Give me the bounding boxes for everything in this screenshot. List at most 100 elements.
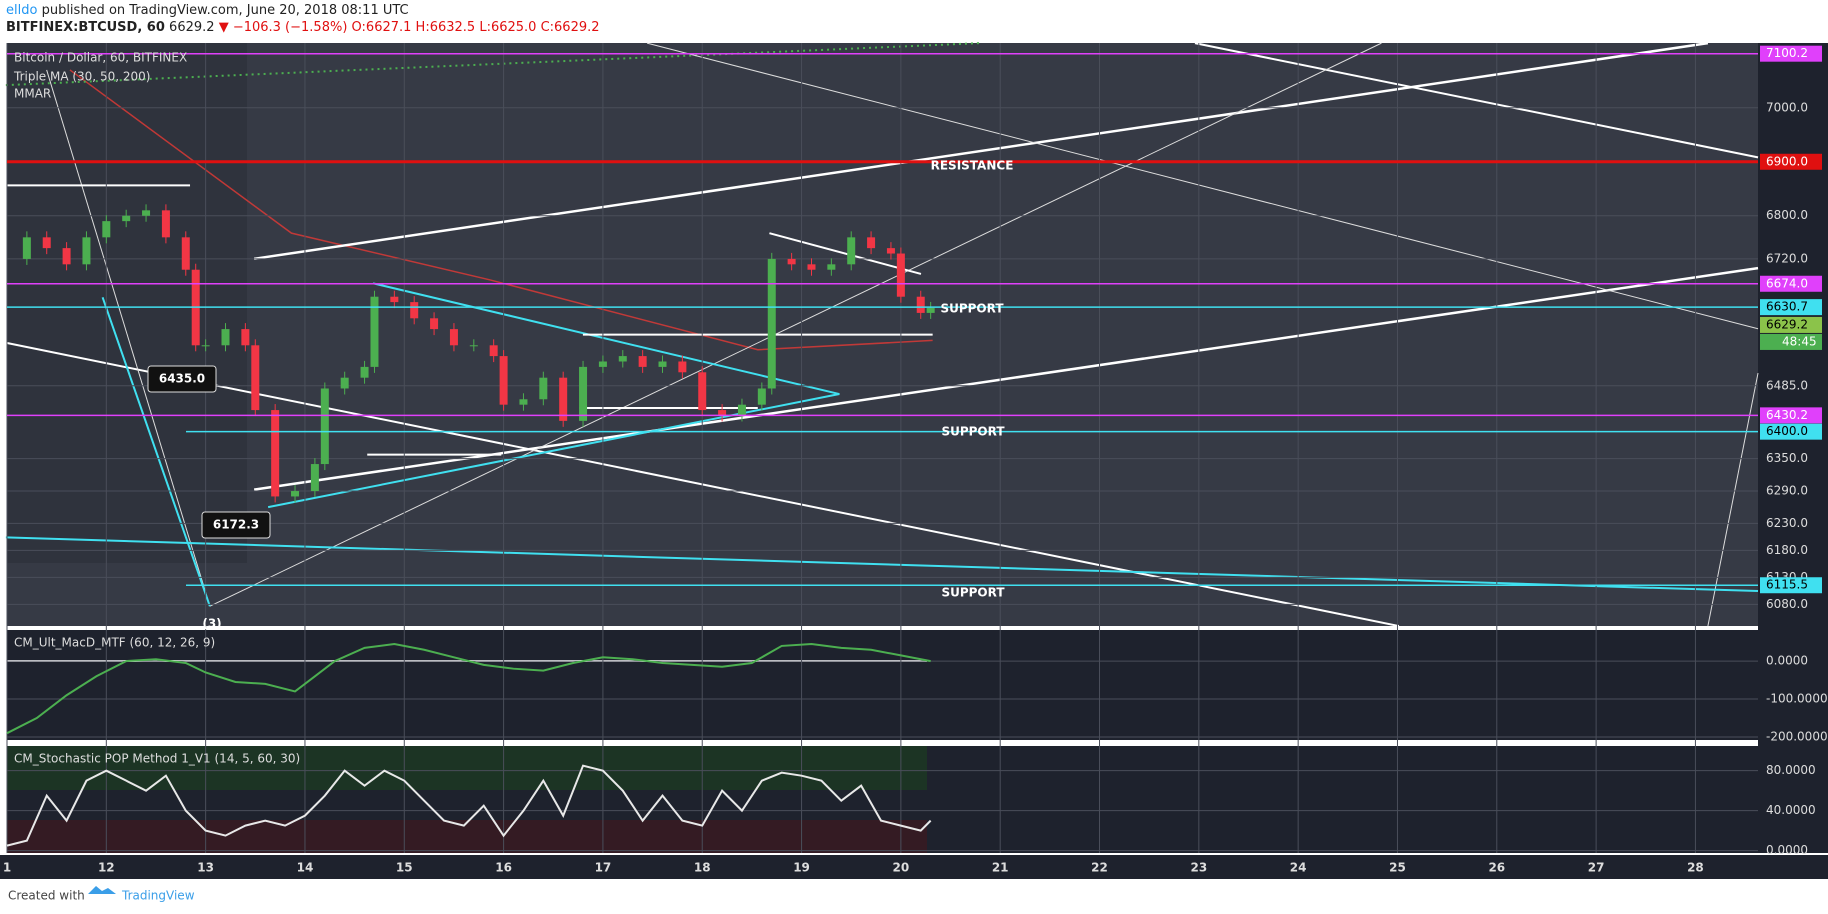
x-tick-label: 26	[1488, 861, 1505, 875]
last: 6629.2	[169, 20, 215, 35]
indicator-line	[6, 764, 932, 847]
symbol: BITFINEX:BTCUSD, 60	[6, 20, 165, 35]
level-label: 6115.5	[1766, 578, 1808, 592]
marks: 7000.0 6800.0 6720.0 6485.0 6350.0 6290.0 6230…	[3, 43, 1828, 875]
countdown-box	[1760, 333, 1822, 350]
header: elldo published on TradingView.com, June…	[6, 2, 600, 36]
stoch-low-zone	[7, 820, 927, 853]
level-label: 6630.7	[1766, 300, 1808, 314]
candle	[291, 491, 300, 497]
trendline	[646, 42, 1759, 330]
symbol-line: BITFINEX:BTCUSD, 60 6629.2 ▼ −106.3 (−1.…	[6, 19, 600, 36]
level-label: 6400.0	[1766, 424, 1808, 438]
x-tick-label: 18	[694, 861, 711, 875]
candle	[539, 377, 548, 400]
candle	[767, 258, 776, 389]
macd-title: CM_Ult_MacD_MTF (60, 12, 26, 9)	[14, 636, 215, 650]
candle	[559, 377, 568, 421]
indicator-legend: Triple MA (30, 50, 200)	[13, 70, 150, 84]
x-tick-label: 14	[297, 861, 314, 875]
candle	[847, 237, 856, 265]
candle	[22, 237, 31, 259]
candle	[241, 329, 250, 346]
x-tick-label: 28	[1687, 861, 1704, 875]
change: ▼ −106.3 (−1.58%)	[218, 20, 348, 35]
series-legend: Bitcoin / Dollar, 60, BITFINEX	[14, 51, 187, 65]
y-tick-label: 6485.0	[1766, 378, 1808, 392]
y-tick-label: 6720.0	[1766, 251, 1808, 265]
level-box	[1760, 275, 1822, 292]
indicator-line	[6, 643, 931, 735]
y-tick-label: 6080.0	[1766, 597, 1808, 611]
last-price: 6629.2	[1766, 317, 1808, 331]
y-tick-label: 7000.0	[1766, 100, 1808, 114]
y-tick-label: 40.0000	[1766, 803, 1816, 817]
trendline	[769, 232, 922, 275]
published: published on TradingView.com, June 20, 2…	[41, 3, 409, 18]
candle	[499, 356, 508, 405]
x-tick-label: 15	[396, 861, 413, 875]
candle	[370, 296, 379, 367]
level-box	[1760, 45, 1822, 62]
candle	[469, 345, 478, 347]
y-tick-label: -100.0000	[1766, 692, 1828, 706]
candle	[598, 361, 607, 367]
author[interactable]: elldo	[6, 3, 38, 18]
annotation: SUPPORT	[940, 302, 1004, 316]
x-tick-label: 21	[992, 861, 1009, 875]
trendline	[1194, 42, 1759, 159]
indicator-legend: MMAR	[14, 87, 51, 101]
candle	[896, 253, 905, 297]
y-tick-label: 0.0000	[1766, 654, 1808, 668]
candle	[142, 210, 151, 216]
trendline	[267, 282, 840, 509]
candle	[410, 302, 419, 319]
level-box	[1760, 423, 1822, 440]
y-tick-label: 6230.0	[1766, 516, 1808, 530]
y-tick-label: 6800.0	[1766, 208, 1808, 222]
time-axis	[0, 855, 1828, 879]
candle	[122, 215, 131, 222]
x-tick-label: 1	[3, 861, 11, 875]
footer-brand[interactable]: TradingView	[121, 889, 195, 903]
y-tick-label: -200.0000	[1766, 729, 1828, 743]
level-label: 6430.2	[1766, 408, 1808, 422]
ohlc: O:6627.1 H:6632.5 L:6625.0 C:6629.2	[351, 20, 600, 35]
x-tick-label: 22	[1091, 861, 1108, 875]
annotation: SUPPORT	[941, 586, 1005, 600]
candle	[489, 345, 498, 357]
annotation: (3)	[202, 617, 221, 631]
level-label: 6900.0	[1766, 154, 1808, 168]
candle	[310, 464, 319, 492]
candle	[916, 296, 925, 313]
trendline	[5, 42, 980, 87]
y-tick-label: 6350.0	[1766, 451, 1808, 465]
level-label: 7100.2	[1766, 46, 1808, 60]
x-tick-label: 24	[1290, 861, 1307, 875]
y-tick-label: 0.0000	[1766, 843, 1808, 857]
annotation: SUPPORT	[941, 425, 1005, 439]
candle	[807, 264, 816, 270]
trendline	[101, 296, 211, 607]
candle	[102, 221, 111, 238]
candle	[757, 388, 766, 405]
x-tick-label: 13	[197, 861, 214, 875]
x-tick-label: 12	[98, 861, 115, 875]
candle	[360, 366, 369, 378]
trendline	[5, 536, 1759, 593]
macd-pane	[7, 630, 1758, 740]
logo	[88, 886, 116, 894]
candle	[320, 388, 329, 465]
level-box	[1760, 577, 1822, 594]
level-box	[1760, 153, 1822, 170]
candle	[678, 361, 687, 373]
x-tick-label: 23	[1190, 861, 1207, 875]
candle	[82, 237, 91, 265]
candle	[698, 372, 707, 411]
publish-line: elldo published on TradingView.com, June…	[6, 2, 600, 19]
candle	[867, 237, 876, 249]
candle	[519, 399, 528, 405]
candle	[886, 248, 895, 254]
footer-created: Created with	[8, 889, 85, 903]
